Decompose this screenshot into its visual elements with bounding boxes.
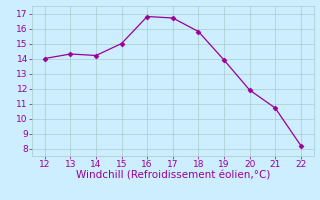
X-axis label: Windchill (Refroidissement éolien,°C): Windchill (Refroidissement éolien,°C) bbox=[76, 171, 270, 181]
